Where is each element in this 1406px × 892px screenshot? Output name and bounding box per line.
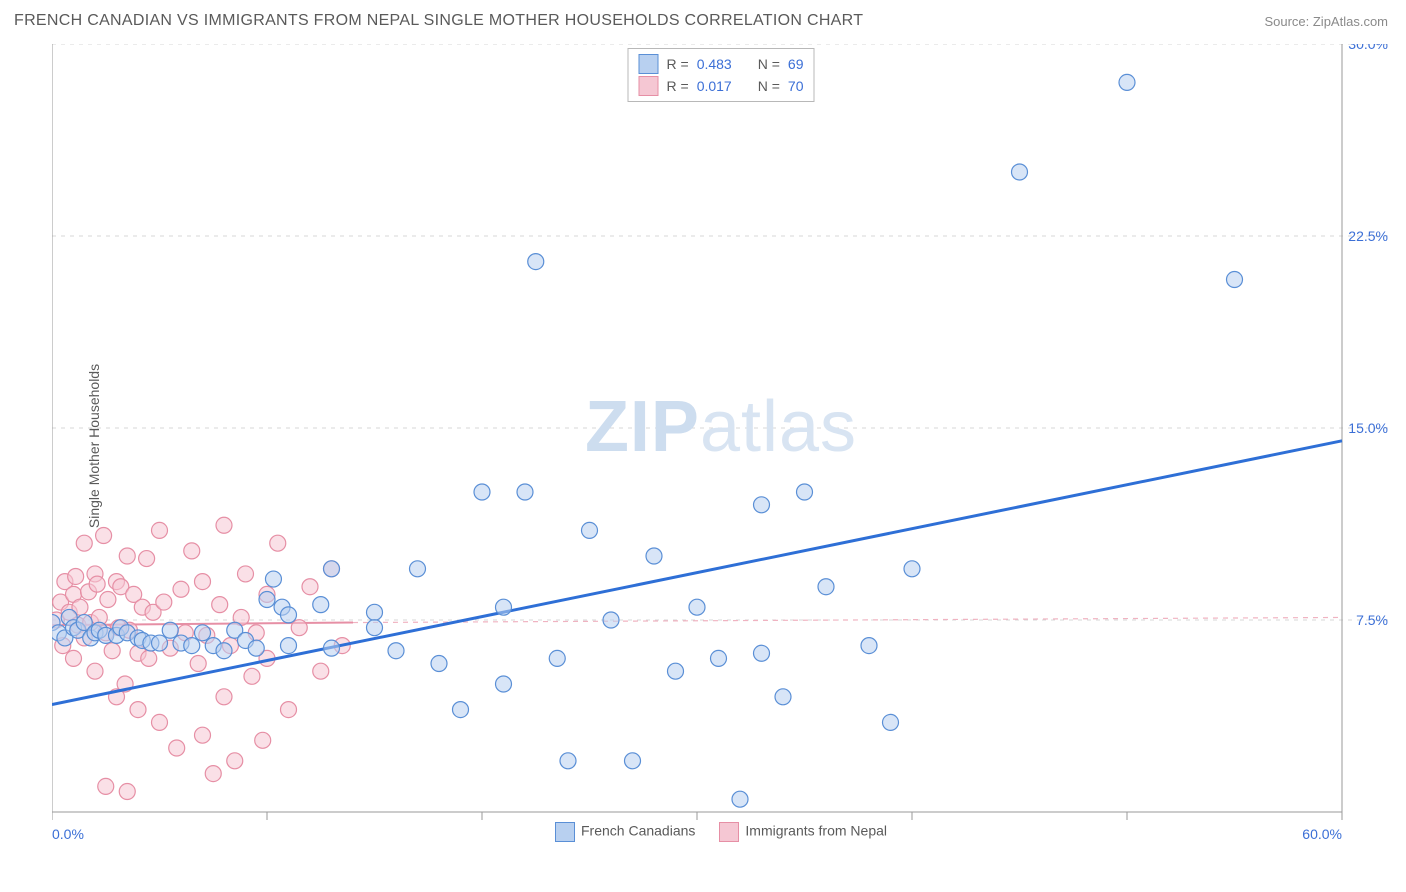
legend-label: Immigrants from Nepal bbox=[745, 823, 887, 839]
legend-n-value: 69 bbox=[788, 53, 804, 75]
legend-r-value: 0.483 bbox=[697, 53, 732, 75]
legend-row: R = 0.017 N = 70 bbox=[639, 75, 804, 97]
legend-r-value: 0.017 bbox=[697, 75, 732, 97]
svg-text:30.0%: 30.0% bbox=[1348, 44, 1388, 52]
legend-n-value: 70 bbox=[788, 75, 804, 97]
legend-item: Immigrants from Nepal bbox=[719, 822, 887, 842]
chart-area: ZIPatlas 7.5%15.0%22.5%30.0% R = 0.483 N… bbox=[52, 44, 1390, 842]
chart-title: FRENCH CANADIAN VS IMMIGRANTS FROM NEPAL… bbox=[14, 12, 863, 30]
chart-source: Source: ZipAtlas.com bbox=[1264, 14, 1388, 29]
legend-n-label: N = bbox=[758, 75, 780, 97]
svg-text:7.5%: 7.5% bbox=[1356, 612, 1388, 628]
legend-n-label: N = bbox=[758, 53, 780, 75]
legend-swatch-icon bbox=[555, 822, 575, 842]
legend-item: French Canadians bbox=[555, 822, 695, 842]
legend-label: French Canadians bbox=[581, 823, 695, 839]
scatter-chart: 7.5% 15.0% 22.5% 30.0% bbox=[52, 44, 1390, 842]
legend-series: French Canadians Immigrants from Nepal bbox=[555, 822, 887, 842]
legend-swatch-icon bbox=[719, 822, 739, 842]
legend-correlation: R = 0.483 N = 69 R = 0.017 N = 70 bbox=[628, 48, 815, 102]
legend-row: R = 0.483 N = 69 bbox=[639, 53, 804, 75]
legend-swatch-icon bbox=[639, 54, 659, 74]
svg-text:15.0%: 15.0% bbox=[1348, 420, 1388, 436]
svg-text:22.5%: 22.5% bbox=[1348, 228, 1388, 244]
x-axis-max-label: 60.0% bbox=[1302, 826, 1342, 842]
x-axis-min-label: 0.0% bbox=[52, 826, 84, 842]
legend-r-label: R = bbox=[667, 75, 689, 97]
legend-swatch-icon bbox=[639, 76, 659, 96]
legend-r-label: R = bbox=[667, 53, 689, 75]
